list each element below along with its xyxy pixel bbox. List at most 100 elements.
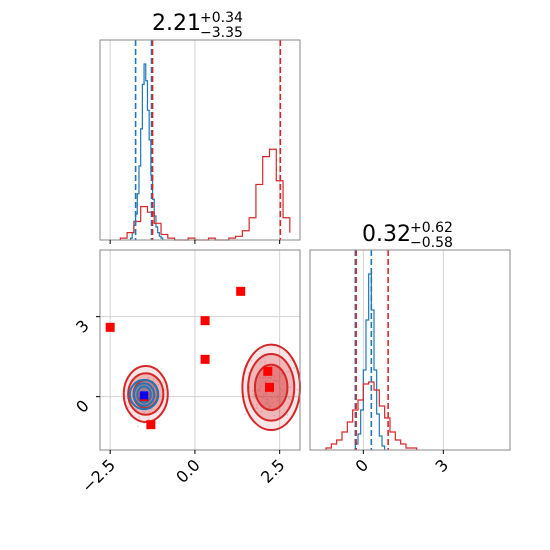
scatter-point	[147, 418, 150, 421]
scatter-point	[149, 387, 151, 390]
scatter-point	[160, 368, 163, 370]
scatter-point	[259, 376, 261, 379]
scatter-point	[147, 412, 149, 415]
joint-density-panel: −2.5 0.0 2.5 0 3	[72, 249, 301, 496]
blue-histogram-param1	[129, 63, 164, 240]
scatter-point	[275, 407, 277, 409]
scatter-point	[281, 389, 284, 392]
scatter-point	[162, 381, 164, 384]
scatter-point	[137, 425, 139, 427]
scatter-point	[269, 377, 271, 379]
scatter-point	[154, 394, 157, 396]
scatter-point	[126, 397, 129, 400]
scatter-point	[142, 410, 144, 413]
scatter-point	[287, 371, 289, 373]
title-param1-minus: −3.35	[200, 25, 243, 41]
scatter-point	[265, 380, 267, 382]
scatter-point	[262, 376, 264, 379]
scatter-point	[264, 376, 266, 378]
scatter-point	[281, 372, 283, 375]
x-tick-label: 0	[352, 455, 373, 476]
red-square-marker	[236, 286, 246, 296]
scatter-point	[252, 404, 255, 406]
scatter-point	[269, 404, 272, 407]
scatter-point	[153, 377, 155, 380]
scatter-point	[264, 402, 267, 404]
scatter-point	[288, 396, 290, 398]
scatter-point	[289, 386, 291, 388]
scatter-point	[155, 383, 157, 386]
scatter-point	[288, 398, 291, 400]
scatter-point	[269, 406, 271, 408]
scatter-point	[277, 380, 279, 382]
x-tick-label: 3	[432, 455, 453, 476]
title-param2-value: 0.32	[362, 222, 411, 247]
scatter-point	[282, 373, 284, 375]
red-histogram-param1	[119, 148, 291, 241]
scatter-point	[251, 389, 254, 392]
histogram-param1-panel	[99, 39, 301, 244]
scatter-point	[279, 375, 281, 378]
scatter-point	[150, 387, 152, 390]
scatter-point	[152, 380, 154, 382]
red-square-marker	[264, 382, 274, 392]
x-tick-label: 2.5	[257, 455, 288, 486]
scatter-point	[134, 395, 137, 398]
scatter-point	[276, 400, 279, 402]
scatter-point	[276, 379, 278, 382]
scatter-point	[279, 392, 282, 395]
scatter-point	[273, 415, 276, 417]
red-square-marker	[263, 366, 273, 376]
scatter-point	[152, 392, 154, 395]
y-tick-label: 3	[72, 316, 93, 337]
scatter-point	[148, 411, 150, 413]
scatter-point	[143, 400, 145, 402]
red-square-marker	[200, 354, 210, 364]
blue-truth-marker	[140, 391, 149, 400]
scatter-point	[257, 388, 260, 391]
scatter-point	[143, 422, 145, 424]
scatter-point	[152, 385, 155, 387]
scatter-point	[260, 410, 263, 413]
red-histogram-param2	[325, 381, 418, 450]
scatter-point	[266, 401, 269, 404]
scatter-point	[146, 377, 149, 379]
scatter-point	[265, 398, 268, 400]
scatter-point	[148, 376, 150, 379]
scatter-point	[253, 394, 256, 397]
scatter-point	[135, 408, 138, 410]
scatter-point	[148, 382, 150, 384]
scatter-point	[278, 410, 280, 413]
scatter-point	[256, 404, 258, 406]
scatter-point	[148, 393, 151, 396]
histogram-param1-frame	[99, 39, 301, 241]
red-square-marker	[146, 420, 156, 430]
scatter-point	[271, 397, 273, 400]
title-param1-plus: +0.34	[200, 10, 243, 26]
x-tick-label: −2.5	[78, 455, 119, 496]
title-param2-minus: −0.58	[410, 235, 453, 251]
scatter-point	[138, 416, 141, 419]
scatter-point	[279, 387, 282, 390]
scatter-point	[157, 384, 160, 386]
scatter-point	[276, 397, 279, 399]
histogram-param2-frame	[309, 249, 511, 451]
scatter-point	[157, 367, 159, 370]
scatter-point	[267, 407, 270, 410]
joint-density-frame	[99, 249, 301, 451]
scatter-point	[296, 388, 299, 391]
scatter-point	[252, 393, 255, 396]
scatter-point	[293, 367, 295, 369]
scatter-point	[260, 395, 262, 398]
title-param1: 2.21	[152, 11, 201, 36]
x-tick-label: 0.0	[172, 455, 203, 486]
scatter-point	[142, 390, 144, 392]
scatter-point	[247, 372, 250, 374]
scatter-point	[271, 391, 274, 394]
scatter-point	[248, 386, 251, 389]
scatter-point	[281, 383, 283, 385]
scatter-point	[143, 412, 146, 414]
scatter-point	[125, 401, 127, 403]
